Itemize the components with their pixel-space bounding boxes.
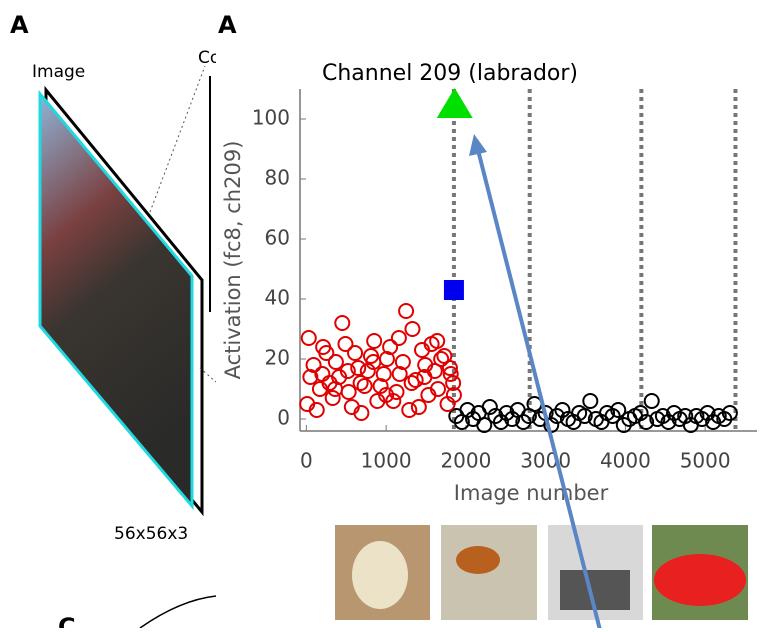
y-tick-label: 100 [252, 106, 290, 130]
point [437, 88, 473, 118]
thumbnail [441, 525, 537, 620]
point [326, 391, 340, 405]
point [302, 331, 316, 345]
y-tick-label: 0 [277, 406, 290, 430]
arrow-head [469, 134, 487, 156]
point [434, 352, 448, 366]
x-tick-label: 3000 [520, 449, 571, 473]
point [645, 394, 659, 408]
y-tick-label: 20 [265, 346, 290, 370]
y-tick-label: 60 [265, 226, 290, 250]
point [444, 280, 464, 300]
point [335, 316, 349, 330]
point [348, 346, 362, 360]
size-label: 56x56x3 [114, 524, 188, 544]
x-tick-label: 0 [300, 449, 313, 473]
point [342, 385, 356, 399]
point [367, 334, 381, 348]
panel-label: A [10, 11, 29, 39]
point [329, 355, 343, 369]
image-face [40, 94, 192, 506]
point [392, 331, 406, 345]
x-tick-label: 5000 [680, 449, 731, 473]
thumbnail-subject [456, 546, 500, 574]
point [412, 400, 426, 414]
chart-title: Channel 209 (labrador) [322, 61, 578, 86]
panel-label: C [58, 613, 76, 628]
thumbnail-subject [654, 554, 746, 606]
thumbnail-subject [352, 541, 408, 609]
panel-label: A [218, 11, 237, 39]
image-label: Image [32, 62, 85, 82]
point [405, 322, 419, 336]
y-tick-label: 80 [265, 166, 290, 190]
point [583, 394, 597, 408]
y-tick-label: 40 [265, 286, 290, 310]
point [399, 304, 413, 318]
x-tick-label: 1000 [361, 449, 412, 473]
x-axis-label: Image number [454, 481, 609, 505]
dotted-connector [150, 66, 205, 212]
point [354, 376, 368, 390]
x-tick-label: 2000 [440, 449, 491, 473]
y-axis-label: Activation (fc8, ch209) [221, 141, 245, 380]
figure: A Image Co 56x56x3 C A Channel 209 (labr… [0, 0, 760, 628]
connector [140, 596, 216, 628]
point [402, 403, 416, 417]
x-tick-label: 4000 [600, 449, 651, 473]
left-panel: A Image Co 56x56x3 C [10, 11, 220, 628]
thumbnails [335, 525, 748, 620]
next-label: Co [198, 48, 220, 68]
